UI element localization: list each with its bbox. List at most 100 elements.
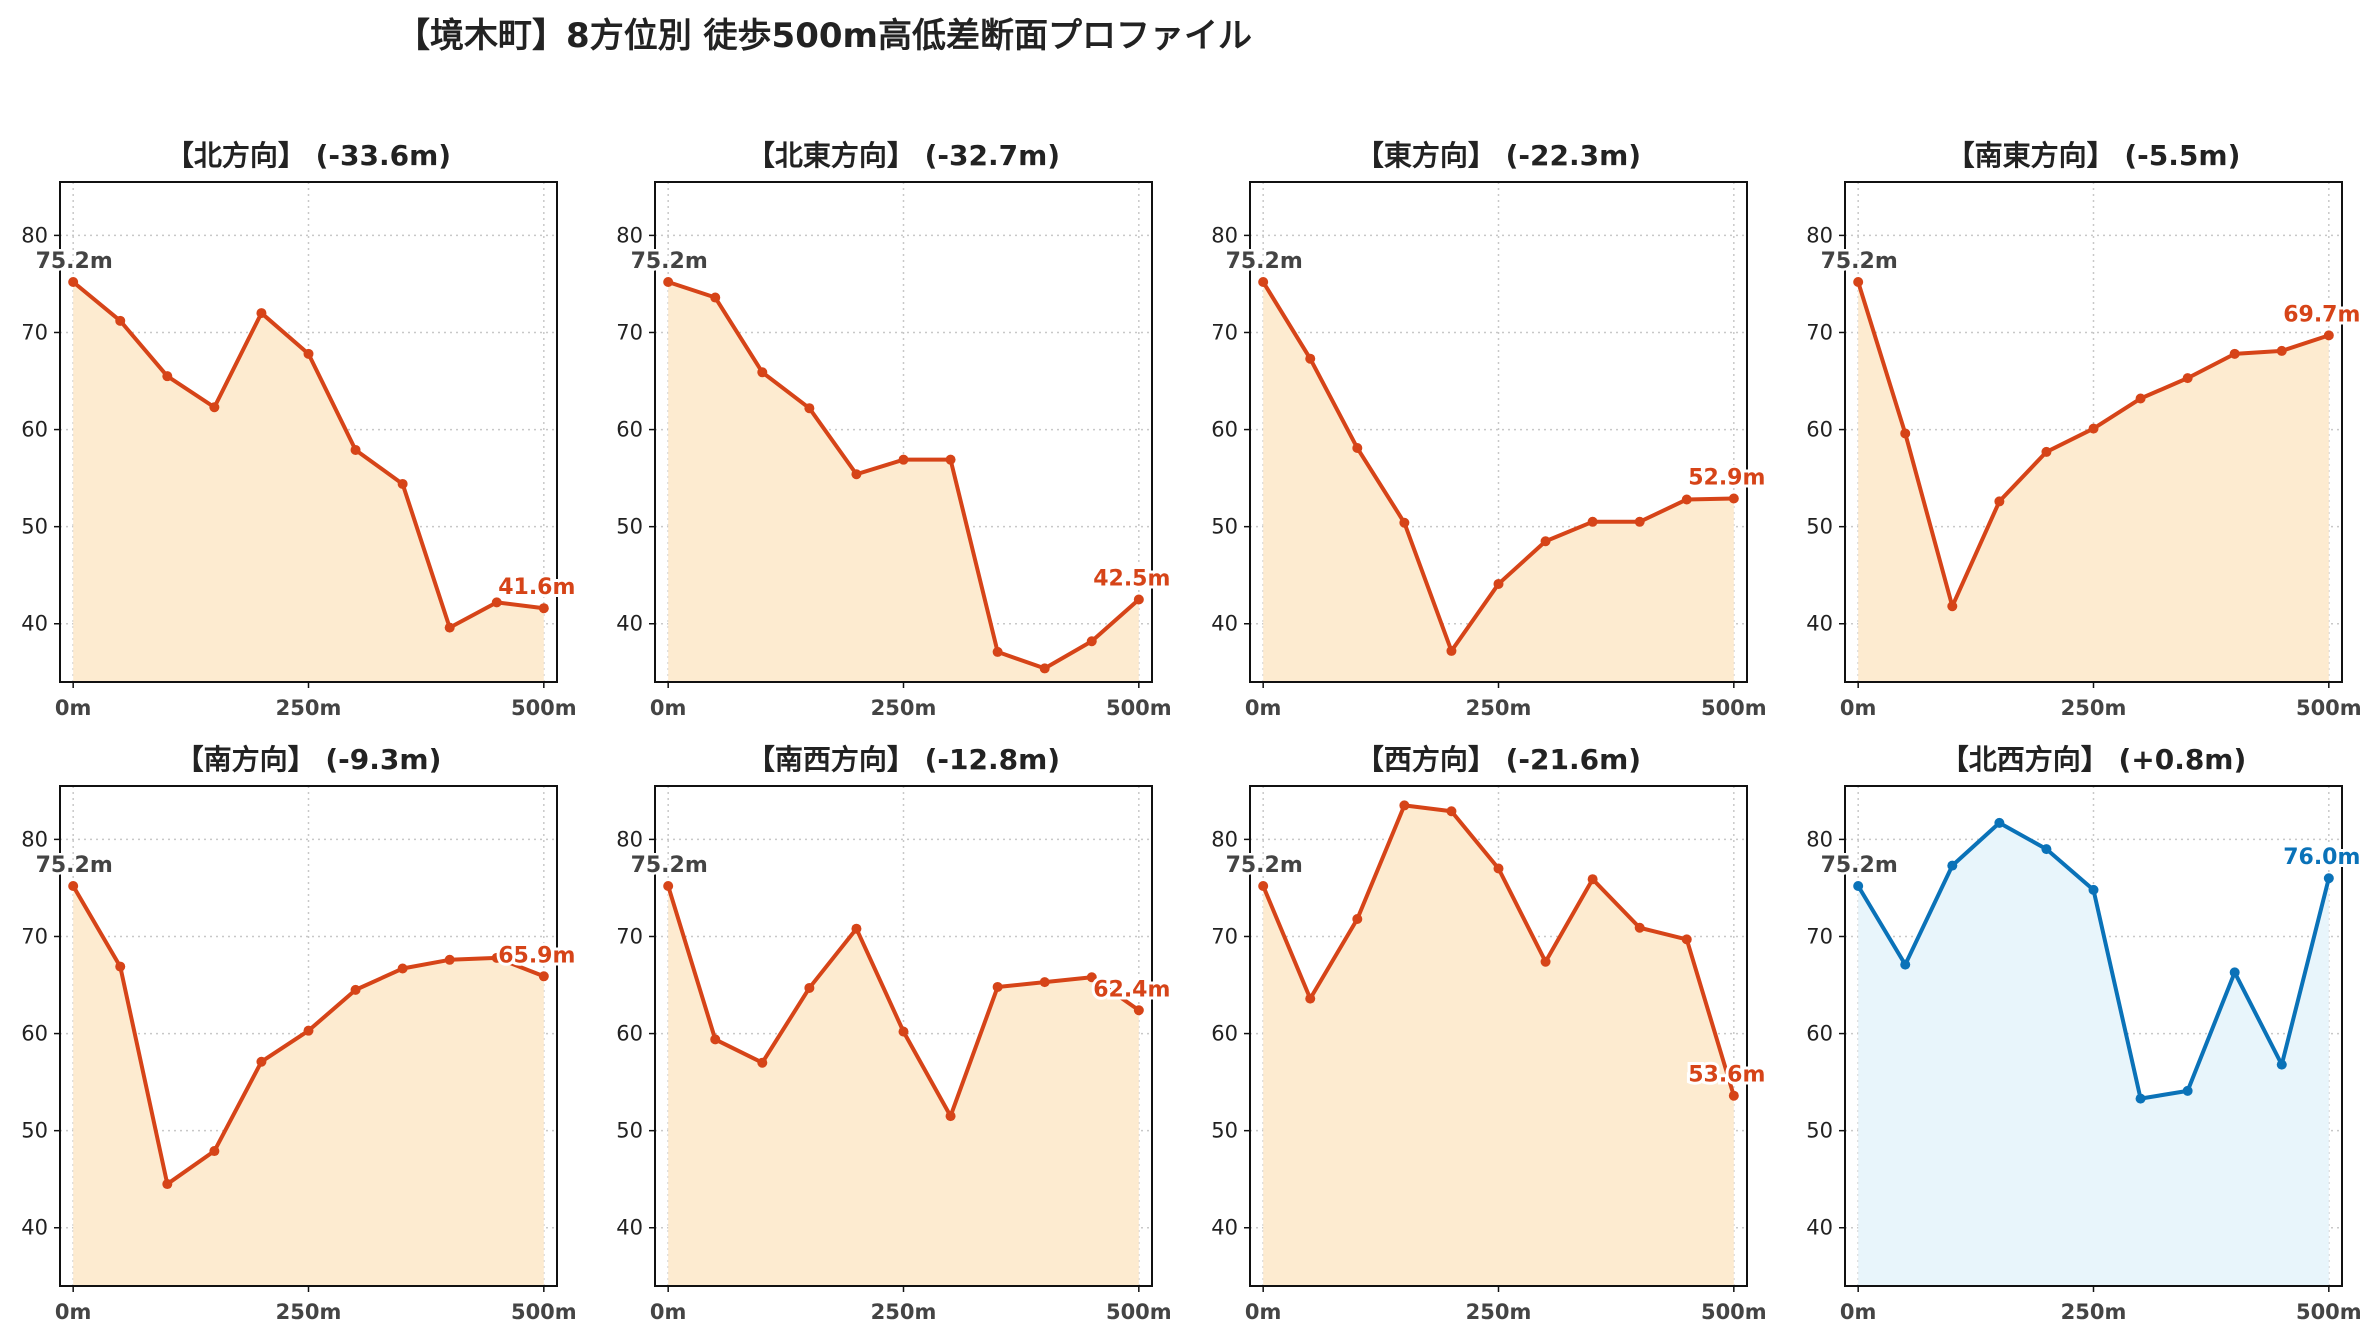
y-tick-label: 70 [616, 320, 643, 344]
data-point [1853, 277, 1864, 287]
area-fill [668, 886, 1139, 1286]
data-point [1853, 881, 1864, 891]
data-point [945, 1111, 956, 1122]
y-tick-label: 70 [21, 320, 48, 344]
data-point [491, 597, 502, 608]
y-tick-label: 70 [21, 924, 48, 948]
end-elevation-label: 42.5m [1093, 566, 1170, 591]
data-point [710, 292, 721, 303]
data-point [1133, 594, 1144, 605]
x-tick-label: 250m [1466, 1300, 1532, 1324]
y-tick-label: 50 [21, 515, 48, 539]
data-point [1446, 806, 1457, 817]
data-point [2182, 1085, 2193, 1096]
data-point [1994, 496, 2005, 507]
data-point [1352, 443, 1363, 454]
data-point [2229, 967, 2240, 978]
x-tick-label: 500m [1701, 696, 1767, 720]
y-tick-label: 80 [616, 827, 643, 851]
data-point [757, 1057, 768, 1068]
data-point [1728, 493, 1739, 504]
y-tick-label: 60 [1806, 1022, 1833, 1046]
data-point [1587, 516, 1598, 527]
data-point [1587, 874, 1598, 885]
y-tick-label: 80 [1806, 223, 1833, 247]
start-elevation-label: 75.2m [1821, 249, 1898, 274]
data-point [2276, 345, 2287, 356]
data-point [1493, 578, 1504, 589]
y-tick-label: 80 [21, 827, 48, 851]
data-point [1900, 428, 1911, 439]
x-tick-label: 0m [55, 696, 92, 720]
end-elevation-label: 62.4m [1093, 977, 1170, 1002]
data-point [710, 1034, 721, 1045]
data-point [663, 277, 674, 287]
start-elevation-label: 75.2m [1821, 853, 1898, 878]
chart-panel-3: 【東方向】 (-22.3m) 40 50 60 70 80 0m 250m 500m 75.2m 5… [1211, 139, 1768, 720]
data-point [538, 603, 549, 614]
data-point [350, 984, 361, 995]
panel-title: 【北西方向】 (+0.8m) [1941, 743, 2247, 776]
y-tick-label: 40 [616, 1216, 643, 1240]
y-tick-label: 50 [616, 1119, 643, 1143]
start-elevation-label: 75.2m [1226, 853, 1303, 878]
data-point [538, 971, 549, 982]
x-tick-label: 0m [1245, 696, 1282, 720]
data-point [2041, 844, 2052, 855]
y-tick-label: 40 [1211, 1216, 1238, 1240]
data-point [1900, 959, 1911, 970]
x-tick-label: 0m [1245, 1300, 1282, 1324]
y-tick-label: 60 [21, 1022, 48, 1046]
y-tick-label: 70 [1806, 320, 1833, 344]
x-tick-label: 250m [1466, 696, 1532, 720]
area-fill [73, 886, 544, 1286]
y-tick-label: 80 [1211, 827, 1238, 851]
x-tick-label: 500m [1701, 1300, 1767, 1324]
data-point [256, 1056, 267, 1067]
data-point [1634, 516, 1645, 527]
y-tick-label: 70 [616, 924, 643, 948]
end-elevation-label: 52.9m [1688, 466, 1765, 491]
data-point [2088, 884, 2099, 895]
x-tick-label: 250m [871, 696, 937, 720]
data-point [851, 469, 862, 480]
data-point [1493, 863, 1504, 874]
page-title: 【境木町】8方位別 徒歩500m高低差断面プロファイル [396, 16, 1252, 56]
x-tick-label: 500m [1106, 696, 1172, 720]
y-tick-label: 40 [21, 1216, 48, 1240]
data-point [1086, 636, 1097, 647]
data-point [256, 308, 267, 319]
data-point [162, 371, 173, 382]
data-point [1399, 800, 1410, 811]
y-tick-label: 60 [616, 1022, 643, 1046]
end-elevation-label: 53.6m [1688, 1063, 1765, 1088]
area-fill [1858, 822, 2329, 1286]
x-tick-label: 500m [511, 1300, 577, 1324]
data-point [1258, 881, 1269, 891]
panel-title: 【南方向】 (-9.3m) [176, 743, 442, 776]
data-point [303, 348, 314, 359]
data-point [898, 454, 909, 465]
y-tick-label: 80 [1806, 827, 1833, 851]
data-point [350, 444, 361, 455]
data-point [2135, 393, 2146, 404]
data-point [2041, 446, 2052, 457]
panel-title: 【東方向】 (-22.3m) [1356, 139, 1641, 172]
data-point [2323, 330, 2334, 341]
y-tick-label: 40 [21, 612, 48, 636]
data-point [1446, 645, 1457, 656]
data-point [2135, 1093, 2146, 1104]
x-tick-label: 250m [2061, 1300, 2127, 1324]
data-point [1540, 956, 1551, 967]
area-fill [73, 282, 544, 682]
data-point [2276, 1059, 2287, 1070]
y-tick-label: 40 [1806, 612, 1833, 636]
data-point [303, 1025, 314, 1036]
end-elevation-label: 76.0m [2283, 845, 2360, 870]
start-elevation-label: 75.2m [36, 853, 113, 878]
chart-panel-5: 【南方向】 (-9.3m) 40 50 60 70 80 0m 250m 500m 75.2m 65… [21, 743, 578, 1324]
data-point [2088, 423, 2099, 434]
data-point [68, 881, 79, 891]
x-tick-label: 0m [1840, 696, 1877, 720]
